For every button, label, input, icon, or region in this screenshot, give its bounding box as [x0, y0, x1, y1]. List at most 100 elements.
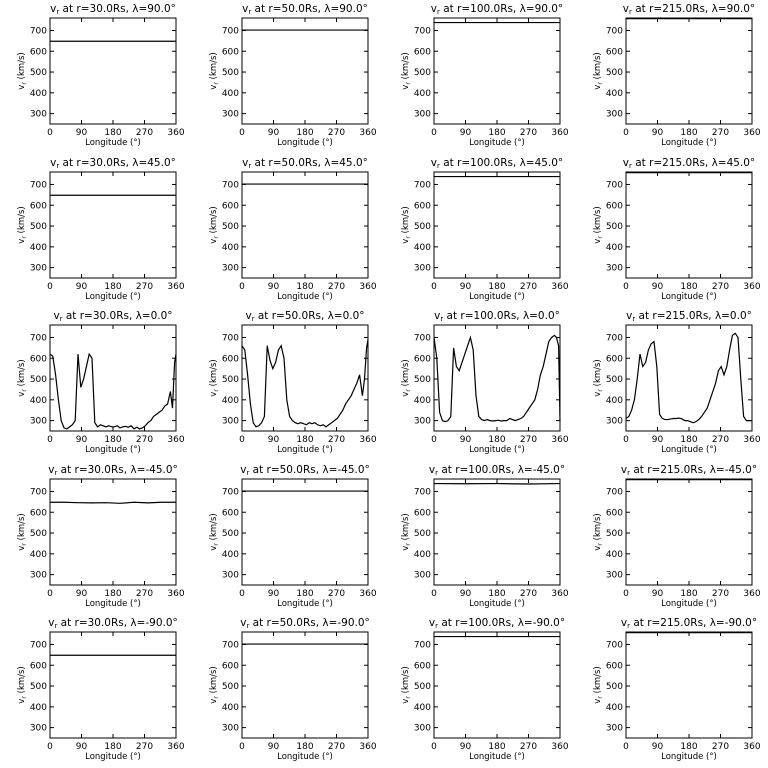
x-axis-label: Longitude (°) — [469, 445, 525, 455]
y-tick-label: 600 — [222, 47, 239, 57]
x-tick-label: 90 — [652, 282, 664, 292]
y-tick-label: 600 — [30, 201, 47, 211]
x-tick-label: 270 — [712, 282, 729, 292]
y-axis-label: vr (km/s) — [17, 206, 28, 243]
y-tick-label: 300 — [414, 110, 431, 120]
y-tick-label: 700 — [30, 487, 47, 497]
x-tick-label: 180 — [680, 282, 697, 292]
y-axis-label: vr (km/s) — [209, 52, 220, 89]
x-tick-label: 90 — [460, 742, 472, 752]
x-tick-label: 270 — [136, 742, 153, 752]
y-tick-label: 700 — [30, 641, 47, 651]
x-tick-label: 180 — [488, 435, 505, 445]
plot-frame — [49, 324, 177, 432]
chart-title: vr at r=215.0Rs, λ=0.0° — [626, 310, 752, 323]
y-tick-label: 400 — [414, 89, 431, 99]
x-tick-label: 360 — [743, 742, 760, 752]
y-tick-label: 500 — [414, 222, 431, 232]
x-tick-label: 0 — [239, 128, 245, 138]
y-axis-label: vr (km/s) — [593, 667, 604, 704]
y-tick-label: 300 — [414, 570, 431, 580]
x-axis-label: Longitude (°) — [277, 445, 333, 455]
y-tick-label: 300 — [222, 570, 239, 580]
x-tick-label: 0 — [239, 282, 245, 292]
y-tick-label: 700 — [414, 180, 431, 190]
x-tick-label: 270 — [136, 128, 153, 138]
x-axis-label: Longitude (°) — [469, 292, 525, 302]
y-axis-label: vr (km/s) — [209, 206, 220, 243]
y-tick-label: 400 — [30, 703, 47, 713]
y-tick-label: 300 — [606, 724, 623, 734]
y-tick-label: 300 — [606, 570, 623, 580]
x-axis-label: Longitude (°) — [661, 292, 717, 302]
y-tick-label: 700 — [30, 334, 47, 344]
x-tick-label: 360 — [359, 589, 376, 599]
y-tick-label: 400 — [222, 242, 239, 252]
y-tick-label: 500 — [222, 529, 239, 539]
y-tick-label: 600 — [414, 201, 431, 211]
y-axis-label: vr (km/s) — [593, 206, 604, 243]
x-axis-label: Longitude (°) — [661, 599, 717, 609]
x-tick-label: 270 — [328, 128, 345, 138]
plot-frame — [49, 478, 177, 586]
plot-frame — [625, 478, 753, 586]
y-tick-label: 300 — [30, 417, 47, 427]
y-axis-label: vr (km/s) — [17, 513, 28, 550]
y-tick-label: 400 — [606, 703, 623, 713]
line-chart-panel: vr at r=100.0Rs, λ=-90.0° 0 90 180 270 360 300… — [401, 617, 569, 762]
line-chart-panel: vr at r=30.0Rs, λ=90.0° 0 90 180 270 360 300 40… — [17, 3, 185, 148]
x-tick-label: 360 — [743, 589, 760, 599]
line-chart-panel: vr at r=50.0Rs, λ=-45.0° 0 90 180 270 360 300 4… — [209, 464, 377, 609]
x-tick-label: 180 — [680, 435, 697, 445]
x-tick-label: 270 — [520, 742, 537, 752]
y-tick-label: 500 — [222, 375, 239, 385]
y-tick-label: 600 — [222, 508, 239, 518]
y-tick-label: 300 — [606, 263, 623, 273]
y-tick-label: 600 — [606, 662, 623, 672]
x-tick-label: 0 — [47, 742, 53, 752]
chart-title: vr at r=50.0Rs, λ=90.0° — [242, 3, 368, 16]
line-chart-panel: vr at r=50.0Rs, λ=90.0° 0 90 180 270 360 300 40… — [209, 3, 377, 148]
x-tick-label: 90 — [268, 128, 280, 138]
y-tick-label: 700 — [414, 487, 431, 497]
line-chart-panel: vr at r=215.0Rs, λ=-90.0° 0 90 180 270 360 300… — [593, 617, 761, 762]
plot-frame — [433, 631, 561, 739]
chart-title: vr at r=100.0Rs, λ=45.0° — [431, 157, 563, 170]
x-tick-label: 270 — [136, 589, 153, 599]
line-chart-panel: vr at r=50.0Rs, λ=0.0° 0 90 180 270 360 300 400… — [209, 310, 377, 455]
x-tick-label: 180 — [296, 589, 313, 599]
x-axis-label: Longitude (°) — [469, 752, 525, 762]
x-axis-label: Longitude (°) — [277, 752, 333, 762]
plot-frame — [625, 324, 753, 432]
y-tick-label: 700 — [606, 334, 623, 344]
line-chart-panel: vr at r=215.0Rs, λ=-45.0° 0 90 180 270 360 300… — [593, 464, 761, 609]
y-tick-label: 500 — [30, 222, 47, 232]
y-tick-label: 500 — [30, 529, 47, 539]
x-tick-label: 180 — [296, 742, 313, 752]
y-axis-label: vr (km/s) — [17, 52, 28, 89]
chart-title: vr at r=215.0Rs, λ=45.0° — [623, 157, 755, 170]
x-tick-label: 270 — [136, 282, 153, 292]
x-tick-label: 360 — [167, 589, 184, 599]
x-tick-label: 180 — [104, 435, 121, 445]
chart-title: vr at r=50.0Rs, λ=45.0° — [242, 157, 368, 170]
x-tick-label: 0 — [623, 435, 629, 445]
x-tick-label: 270 — [520, 435, 537, 445]
x-axis-label: Longitude (°) — [277, 138, 333, 148]
x-tick-label: 270 — [712, 128, 729, 138]
x-tick-label: 360 — [167, 128, 184, 138]
y-tick-label: 400 — [30, 242, 47, 252]
y-tick-label: 600 — [414, 354, 431, 364]
y-tick-label: 400 — [222, 703, 239, 713]
chart-title: vr at r=215.0Rs, λ=90.0° — [623, 3, 755, 16]
chart-title: vr at r=30.0Rs, λ=45.0° — [50, 157, 176, 170]
line-chart-panel: vr at r=100.0Rs, λ=0.0° 0 90 180 270 360 300 40… — [401, 310, 569, 455]
x-tick-label: 90 — [268, 282, 280, 292]
y-tick-label: 300 — [30, 724, 47, 734]
x-tick-label: 90 — [460, 435, 472, 445]
y-tick-label: 300 — [222, 110, 239, 120]
plot-frame — [49, 171, 177, 279]
y-tick-label: 400 — [30, 396, 47, 406]
chart-title: vr at r=30.0Rs, λ=-45.0° — [48, 464, 178, 477]
plot-frame — [241, 17, 369, 125]
